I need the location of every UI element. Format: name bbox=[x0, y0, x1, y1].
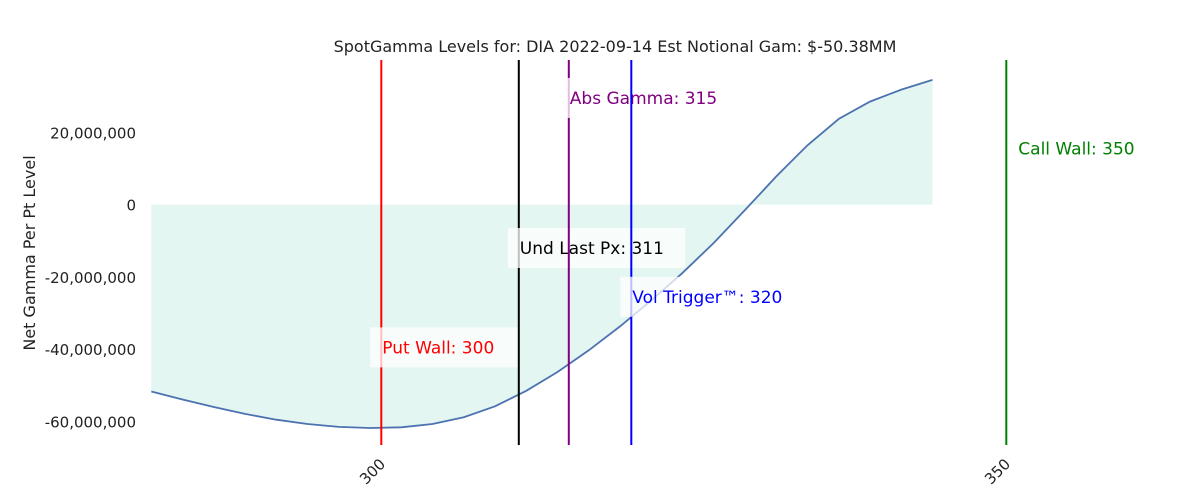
chart-title: SpotGamma Levels for: DIA 2022-09-14 Est… bbox=[334, 37, 897, 56]
y-tick-label: -40,000,000 bbox=[45, 341, 136, 359]
und-last-px-label-box bbox=[507, 228, 686, 268]
abs-gamma-label-box bbox=[557, 78, 717, 118]
und-last-px-label: Und Last Px: 311 bbox=[520, 239, 664, 259]
put-wall-label-box bbox=[370, 327, 520, 368]
level-layer: Put Wall: 300 Und Last Px: 311 Abs Gamma: … bbox=[370, 60, 1135, 445]
y-axis-label: Net Gamma Per Pt Level bbox=[20, 155, 39, 350]
y-tick-label: -20,000,000 bbox=[45, 269, 136, 287]
x-tick-label: 350 bbox=[981, 455, 1014, 488]
y-tick-label: 20,000,000 bbox=[50, 124, 136, 142]
call-wall-label: Call Wall: 350 bbox=[1018, 140, 1134, 160]
y-tick-labels: 20,000,000 0 -20,000,000 -40,000,000 -60,000… bbox=[45, 124, 136, 431]
y-tick-label: -60,000,000 bbox=[45, 414, 136, 432]
put-wall-label: Put Wall: 300 bbox=[382, 338, 494, 358]
abs-gamma-label: Abs Gamma: 315 bbox=[570, 89, 717, 109]
vol-trigger-label: Vol Trigger™: 320 bbox=[632, 288, 782, 308]
x-tick-label: 300 bbox=[356, 455, 389, 488]
vol-trigger-label-box bbox=[620, 276, 808, 317]
gamma-curve-line bbox=[151, 79, 933, 429]
y-tick-label: 0 bbox=[126, 197, 136, 215]
x-tick-labels: 300 350 bbox=[356, 455, 1014, 488]
